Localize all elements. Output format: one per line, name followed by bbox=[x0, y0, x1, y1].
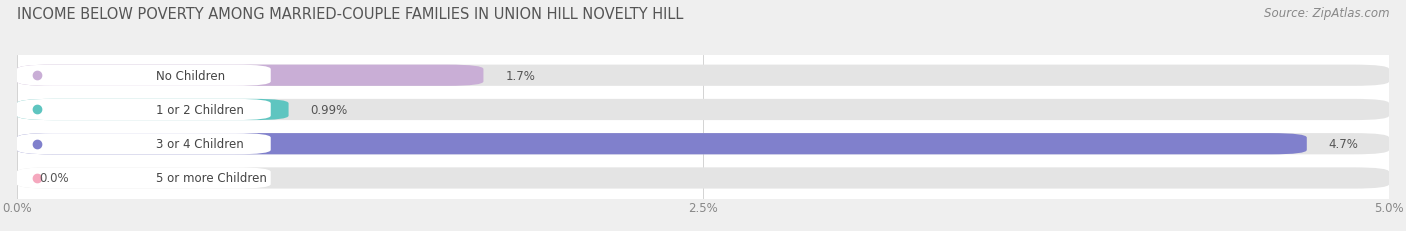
Text: No Children: No Children bbox=[156, 70, 225, 82]
Text: 4.7%: 4.7% bbox=[1329, 138, 1358, 151]
Text: 0.99%: 0.99% bbox=[311, 103, 347, 116]
FancyBboxPatch shape bbox=[17, 65, 484, 86]
Text: 0.0%: 0.0% bbox=[39, 172, 69, 185]
Text: 1.7%: 1.7% bbox=[505, 70, 536, 82]
Text: Source: ZipAtlas.com: Source: ZipAtlas.com bbox=[1264, 7, 1389, 20]
FancyBboxPatch shape bbox=[17, 134, 1306, 155]
FancyBboxPatch shape bbox=[17, 134, 1389, 155]
FancyBboxPatch shape bbox=[17, 99, 1389, 121]
FancyBboxPatch shape bbox=[17, 168, 1389, 189]
Text: INCOME BELOW POVERTY AMONG MARRIED-COUPLE FAMILIES IN UNION HILL NOVELTY HILL: INCOME BELOW POVERTY AMONG MARRIED-COUPL… bbox=[17, 7, 683, 22]
FancyBboxPatch shape bbox=[17, 168, 271, 189]
FancyBboxPatch shape bbox=[17, 99, 271, 121]
Text: 1 or 2 Children: 1 or 2 Children bbox=[156, 103, 245, 116]
FancyBboxPatch shape bbox=[17, 134, 271, 155]
Text: 3 or 4 Children: 3 or 4 Children bbox=[156, 138, 245, 151]
Text: 5 or more Children: 5 or more Children bbox=[156, 172, 267, 185]
FancyBboxPatch shape bbox=[17, 99, 288, 121]
FancyBboxPatch shape bbox=[17, 65, 1389, 86]
FancyBboxPatch shape bbox=[17, 65, 271, 86]
